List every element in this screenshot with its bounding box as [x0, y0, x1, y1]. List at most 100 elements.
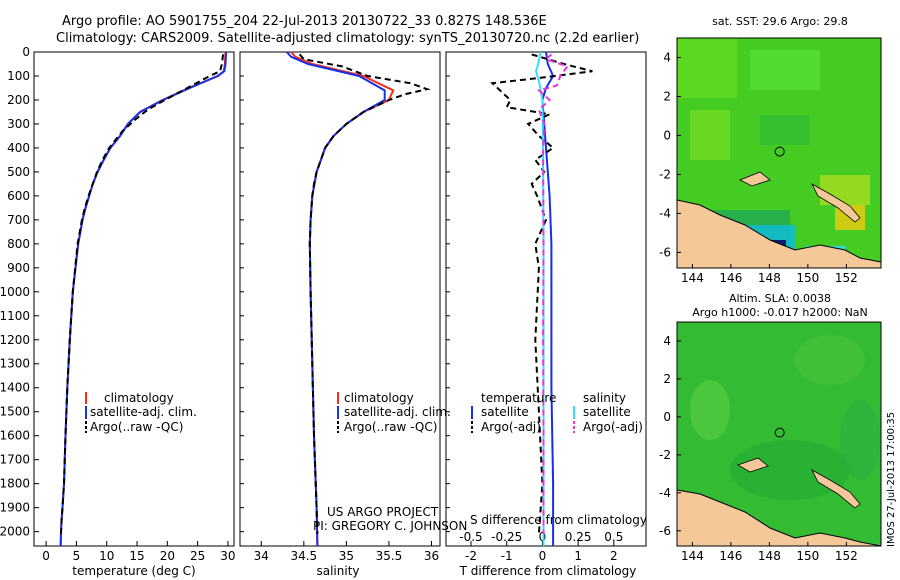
- y-tick-label: 1700: [0, 453, 30, 467]
- s-tick-label: 0.5: [604, 530, 623, 544]
- sst-map-land-newireland: [811, 183, 861, 223]
- map-y-tick-label: -6: [659, 524, 671, 538]
- series-line-climatology: [290, 51, 395, 547]
- difference-legend: temperature salinity satellite Argo(-adj…: [471, 391, 643, 434]
- legend-header-salinity: salinity: [583, 391, 626, 405]
- sst-map-frame: [676, 37, 882, 269]
- legend-label-t-satellite: satellite: [481, 405, 529, 419]
- y-tick-label: 900: [7, 261, 30, 275]
- legend-label-argo: Argo(..raw -QC): [90, 420, 183, 434]
- sst-map-panel: sat. SST: 29.6 Argo: 29.8 144 146 148 150 15…: [659, 15, 882, 285]
- map-y-tick-label: -2: [659, 448, 671, 462]
- salinity-plot-frame: [239, 51, 441, 547]
- y-tick-label: 1500: [0, 405, 30, 419]
- y-tick-label: 2000: [0, 525, 30, 539]
- y-tick-label: 600: [7, 189, 30, 203]
- sla-map-argo-position-marker: [774, 427, 785, 438]
- map-y-tick-label: -6: [659, 245, 671, 259]
- y-tick-label: 300: [7, 117, 30, 131]
- pi-label: PI: GREGORY C. JOHNSON: [313, 519, 467, 533]
- series-line-s-argo-adj: [536, 53, 570, 534]
- x-tick-label: 5: [73, 549, 81, 563]
- series-line-satellite-adj-clim: [286, 51, 386, 547]
- x-tick-label: 1: [574, 549, 582, 563]
- map-x-tick-label: 144: [681, 549, 704, 563]
- map-x-tick-label: 148: [758, 271, 781, 285]
- x-tick-label: -2: [465, 549, 477, 563]
- legend-header-temperature: temperature: [481, 391, 556, 405]
- temperature-xlabel: temperature (deg C): [72, 564, 195, 578]
- sla-map-frame: [676, 321, 882, 547]
- series-line-s-satellite: [534, 51, 545, 546]
- y-tick-label: 1000: [0, 285, 30, 299]
- x-tick-label: 35: [339, 549, 354, 563]
- legend-label-t-argo: Argo(-adj): [481, 420, 541, 434]
- s-tick-label: 0.25: [565, 530, 592, 544]
- y-tick-label: 0: [22, 45, 30, 59]
- y-tick-label: 400: [7, 141, 30, 155]
- project-label: US ARGO PROJECT: [327, 505, 439, 519]
- x-tick-label: 34.5: [290, 549, 317, 563]
- legend-label-climatology: climatology: [344, 391, 414, 405]
- sla-map-panel: Altim. SLA: 0.0038 Argo h1000: -0.017 h2…: [659, 292, 882, 563]
- map-y-tick-label: -2: [659, 167, 671, 181]
- difference-xlabel-top: S difference from climatology: [470, 513, 647, 527]
- temperature-plot-frame: [33, 51, 235, 547]
- series-line-argo-raw-qc: [60, 54, 225, 535]
- sla-map-coastline: [677, 489, 881, 546]
- figure-title-line1: Argo profile: AO 5901755_204 22-Jul-2013…: [62, 14, 547, 29]
- map-y-tick-label: 0: [663, 410, 671, 424]
- map-x-tick-label: 150: [796, 549, 819, 563]
- map-y-tick-label: 4: [663, 334, 671, 348]
- sla-map-land-png: [677, 490, 881, 546]
- y-tick-label: 700: [7, 213, 30, 227]
- imos-timestamp: IMOS 27-Jul-2013 17:00:35: [886, 412, 897, 547]
- y-tick-label: 100: [7, 69, 30, 83]
- x-tick-label: 35.5: [376, 549, 403, 563]
- map-y-tick-label: -4: [659, 206, 671, 220]
- series-line-satellite-adj-clim: [59, 51, 228, 547]
- sst-map-title: sat. SST: 29.6 Argo: 29.8: [712, 15, 848, 28]
- salinity-xlabel: salinity: [316, 564, 359, 578]
- map-x-tick-label: 150: [796, 271, 819, 285]
- map-y-tick-label: 0: [663, 128, 671, 142]
- series-line-t-argo-adj: [490, 53, 593, 535]
- x-tick-label: 15: [129, 549, 144, 563]
- series-line-t-satellite: [541, 51, 555, 546]
- sst-map-land-island: [739, 171, 771, 187]
- x-tick-label: 0: [42, 549, 50, 563]
- salinity-legend: climatology satellite-adj. clim. Argo(..…: [337, 391, 451, 434]
- y-tick-label: 1600: [0, 429, 30, 443]
- x-tick-label: 2: [610, 549, 618, 563]
- y-tick-label: 1100: [0, 309, 30, 323]
- x-tick-label: 34: [254, 549, 269, 563]
- s-tick-label: -0.5: [459, 530, 482, 544]
- sst-map-coastline: [677, 199, 881, 263]
- map-x-tick-label: 146: [719, 549, 742, 563]
- y-tick-label: 200: [7, 93, 30, 107]
- legend-label-satellite: satellite-adj. clim.: [344, 405, 451, 419]
- map-y-tick-label: 4: [663, 50, 671, 64]
- salinity-panel: 34 34.5 35 35.5 36 salinity climatology sate…: [239, 51, 467, 578]
- series-line-argo-raw-qc: [298, 53, 431, 535]
- map-x-tick-label: 148: [758, 549, 781, 563]
- sst-map-argo-position-marker: [774, 146, 785, 157]
- sst-map-land-png: [677, 200, 881, 268]
- map-x-tick-label: 144: [681, 271, 704, 285]
- legend-label-s-satellite: satellite: [583, 405, 631, 419]
- legend-label-satellite: satellite-adj. clim.: [90, 405, 197, 419]
- x-tick-label: 20: [160, 549, 175, 563]
- sla-map-land-newireland: [811, 469, 861, 509]
- x-tick-label: 25: [190, 549, 205, 563]
- legend-label-climatology: climatology: [104, 391, 174, 405]
- y-tick-label: 500: [7, 165, 30, 179]
- y-tick-label: 1200: [0, 333, 30, 347]
- y-tick-label: 1300: [0, 357, 30, 371]
- temperature-panel: 0100200300400500600700800900100011001200…: [0, 45, 236, 578]
- s-tick-label: 0: [539, 530, 547, 544]
- legend-label-s-argo: Argo(-adj): [583, 420, 643, 434]
- series-line-climatology: [59, 51, 227, 547]
- x-tick-label: 30: [220, 549, 235, 563]
- s-tick-label: -0.25: [491, 530, 522, 544]
